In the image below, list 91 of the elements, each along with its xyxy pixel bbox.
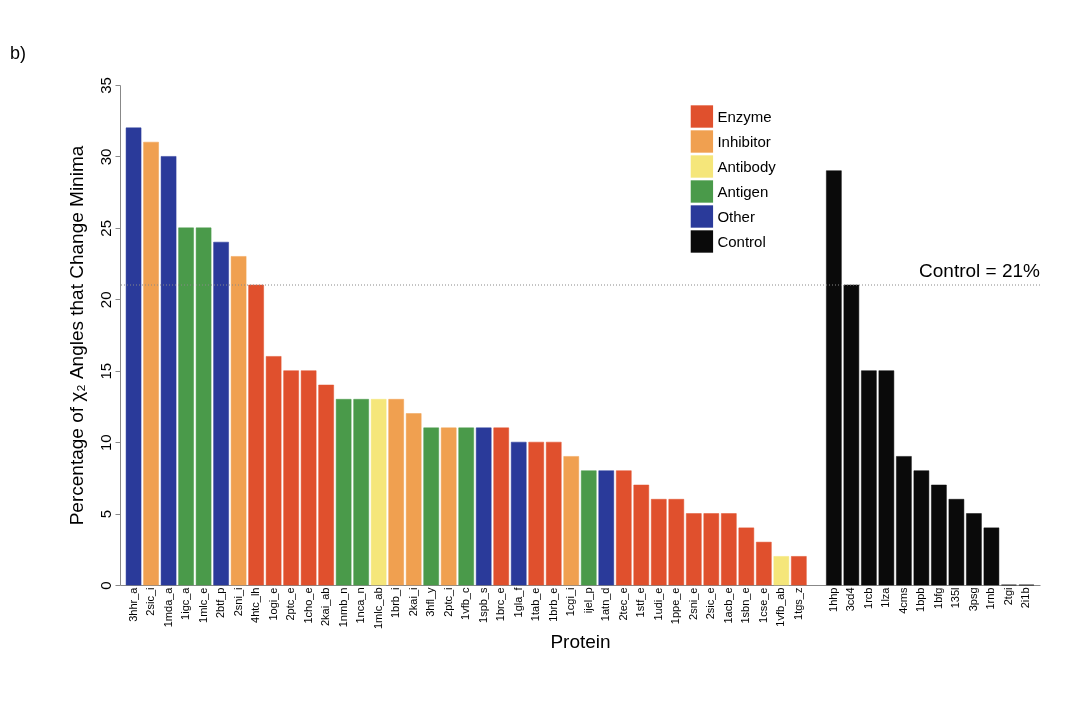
x-tick-label: 1brb_i: [389, 587, 402, 619]
x-axis-title: Protein: [550, 631, 611, 653]
bar: [545, 441, 562, 586]
bar: [528, 441, 544, 586]
y-tick-label: 0: [96, 581, 114, 590]
x-tick-label: 2tec_e: [616, 587, 629, 621]
bar: [598, 470, 615, 586]
x-tick-label: 1mlc_ab: [371, 587, 384, 630]
bar: [773, 556, 790, 586]
x-tick-label: 1bfg: [931, 587, 944, 609]
x-tick-label: 1nmb_n: [336, 587, 349, 628]
x-tick-label: 1vfb_c: [459, 587, 472, 620]
bar: [213, 241, 229, 586]
x-tick-label: 1spb_s: [476, 587, 489, 623]
x-tick-label: 4htc_lh: [249, 587, 262, 623]
bar: [510, 441, 527, 586]
x-tick-label: 4cms: [896, 587, 909, 614]
x-tick-label: 2btf_p: [214, 587, 227, 619]
y-tick-label: 10: [96, 434, 114, 451]
x-tick-label: 2sic_i: [144, 587, 157, 616]
x-tick-label: 3cd4: [844, 587, 857, 612]
x-tick-label: 2kai_ab: [319, 587, 332, 627]
ref-line-label: Control = 21%: [919, 260, 1041, 281]
x-tick-label: 2sni_e: [686, 587, 699, 620]
x-tick-label: 1acb_e: [721, 587, 734, 624]
x-tick-label: 1mlc_e: [196, 587, 209, 623]
x-tick-label: 1gla_f: [511, 586, 524, 618]
bar: [440, 427, 457, 586]
y-axis-title: Percentage of χ₂ Angles that Change Minima: [65, 145, 87, 526]
x-tick-label: 1stf_e: [634, 587, 647, 618]
bar: [563, 456, 579, 586]
legend-label: Control: [717, 232, 766, 250]
x-tick-label: 1tgs_z: [791, 587, 804, 620]
bar: [458, 427, 474, 586]
bar: [791, 556, 807, 586]
bar: [388, 399, 404, 586]
bar: [756, 541, 772, 586]
x-tick-label: ijel_p: [581, 587, 594, 614]
bar: [125, 127, 142, 586]
legend-label: Antibody: [717, 157, 777, 175]
x-tick-label: 1udi_e: [651, 587, 664, 621]
x-tick-label: 2i1b: [1019, 587, 1032, 609]
bar: [423, 427, 439, 586]
bar: [405, 413, 422, 586]
x-tick-label: 1ogi_e: [266, 587, 279, 621]
legend-label: Enzyme: [717, 107, 772, 125]
x-tick-label: 1rnb: [984, 587, 997, 610]
x-tick-label: 135l: [949, 587, 962, 609]
x-tick-label: 1lza: [879, 586, 892, 608]
x-tick-label: 1atn_d: [599, 587, 612, 622]
x-tick-label: 1sbn_e: [739, 587, 752, 624]
x-tick-label: 2sni_i: [231, 587, 244, 617]
x-tick-label: 1igc_a: [179, 586, 192, 620]
x-tick-label: 1cgi_i: [564, 587, 577, 617]
y-tick-label: 20: [96, 291, 114, 309]
y-tick-label: 25: [96, 220, 114, 237]
text: b): [10, 43, 27, 63]
legend-label: Other: [717, 207, 755, 225]
bar: [581, 470, 597, 586]
x-tick-label: 1brb_e: [546, 587, 559, 622]
legend-label: Antigen: [717, 182, 769, 200]
x-tick-label: 1nca_n: [354, 587, 367, 624]
x-tick-label: 1hhp: [826, 587, 839, 612]
x-tick-label: 3hhr_a: [126, 586, 139, 622]
bar: [230, 256, 247, 586]
y-tick-label: 5: [96, 509, 114, 519]
x-tick-label: 1cho_e: [301, 587, 314, 624]
legend-label: Inhibitor: [717, 132, 771, 150]
x-tick-label: 1tab_e: [529, 587, 542, 622]
x-tick-label: 3hfl_y: [424, 587, 437, 617]
x-tick-label: 1bpb: [914, 587, 927, 612]
x-tick-label: 1brc_e: [494, 587, 507, 622]
x-tick-label: 1ppe_e: [669, 587, 682, 625]
y-tick-label: 15: [96, 362, 114, 380]
x-tick-label: 1rcb: [861, 587, 874, 609]
x-tick-label: 2sic_e: [704, 587, 717, 620]
x-tick-label: 1vfb_ab: [774, 587, 787, 627]
y-tick-label: 30: [96, 148, 114, 166]
bar: [160, 156, 177, 586]
bar: [143, 141, 159, 586]
x-tick-label: 2ptc_e: [284, 587, 297, 621]
bar: [493, 427, 509, 586]
bar: [475, 427, 492, 586]
y-tick-label: 35: [96, 77, 114, 94]
x-tick-label: 3psg: [966, 587, 979, 612]
x-tick-label: 1cse_e: [756, 587, 769, 623]
x-tick-label: 2tgi: [1001, 587, 1014, 606]
bar: [370, 399, 387, 586]
x-tick-label: 1mda_a: [161, 586, 174, 628]
x-tick-label: 2ptc_i: [441, 587, 454, 617]
x-tick-label: 2kai_i: [406, 587, 419, 617]
